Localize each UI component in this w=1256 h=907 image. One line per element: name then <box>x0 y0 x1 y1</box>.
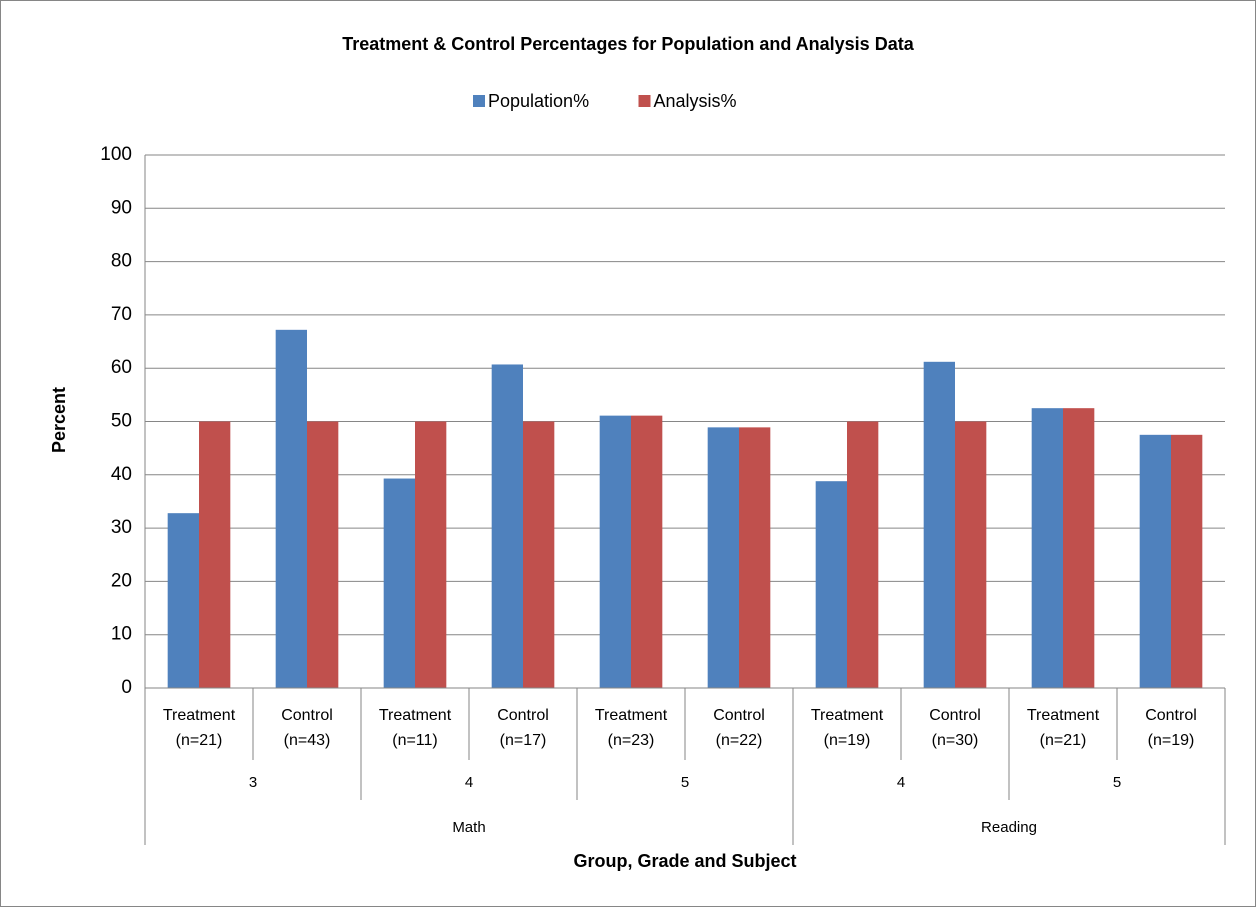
x-tick-label: (n=21) <box>176 732 223 749</box>
bar <box>599 415 631 688</box>
x-tick-label: Control <box>281 707 333 724</box>
bar <box>275 329 307 688</box>
subject-label: Math <box>452 819 485 836</box>
grade-label: 4 <box>897 774 905 791</box>
y-tick-label: 10 <box>111 624 132 645</box>
x-tick-label: (n=30) <box>932 732 979 749</box>
x-tick-label: Treatment <box>1027 707 1100 724</box>
y-tick-label: 30 <box>111 517 132 538</box>
x-tick-label: Control <box>497 707 549 724</box>
bar <box>739 427 771 688</box>
x-tick-label: Control <box>1145 707 1197 724</box>
grade-label: 3 <box>249 774 257 791</box>
x-tick-label: (n=11) <box>392 732 438 749</box>
grade-label: 4 <box>465 774 473 791</box>
bar <box>1171 434 1203 688</box>
bar <box>523 421 555 688</box>
subject-label: Reading <box>981 819 1037 836</box>
x-tick-label: Control <box>929 707 981 724</box>
bar <box>167 513 199 688</box>
x-tick-label: (n=17) <box>500 732 547 749</box>
y-tick-label: 40 <box>111 464 132 485</box>
bar <box>1139 434 1171 688</box>
x-tick-label: Control <box>713 707 765 724</box>
bar <box>1063 408 1095 688</box>
y-axis-title: Percent <box>49 387 69 453</box>
bar <box>491 364 523 688</box>
legend-label: Population% <box>488 91 589 111</box>
chart-title: Treatment & Control Percentages for Popu… <box>342 34 914 54</box>
y-tick-label: 0 <box>121 677 132 698</box>
y-tick-label: 50 <box>111 411 132 432</box>
bar <box>415 421 447 688</box>
x-tick-label: Treatment <box>379 707 452 724</box>
y-tick-label: 80 <box>111 251 132 272</box>
x-tick-label: Treatment <box>163 707 236 724</box>
x-tick-label: (n=43) <box>284 732 331 749</box>
x-tick-label: (n=19) <box>824 732 871 749</box>
grade-label: 5 <box>681 774 689 791</box>
bar <box>383 478 415 688</box>
x-axis-title: Group, Grade and Subject <box>573 851 796 871</box>
bar <box>707 427 739 688</box>
bar <box>631 415 663 688</box>
bar <box>307 421 339 688</box>
y-tick-label: 100 <box>100 144 132 165</box>
bar <box>815 481 847 688</box>
bar <box>1031 408 1063 688</box>
x-tick-label: (n=23) <box>608 732 655 749</box>
x-tick-label: (n=19) <box>1148 732 1195 749</box>
x-tick-label: Treatment <box>811 707 884 724</box>
bar <box>955 421 987 688</box>
legend-swatch <box>638 95 651 107</box>
bar <box>199 421 231 688</box>
y-tick-label: 70 <box>111 304 132 325</box>
x-tick-label: (n=22) <box>716 732 763 749</box>
grade-label: 5 <box>1113 774 1121 791</box>
legend-swatch <box>473 95 485 107</box>
legend-label: Analysis% <box>654 91 737 111</box>
y-tick-label: 20 <box>111 570 132 591</box>
bar <box>923 361 955 688</box>
y-tick-label: 90 <box>111 197 132 218</box>
y-tick-label: 60 <box>111 357 132 378</box>
bar <box>847 421 879 688</box>
x-tick-label: (n=21) <box>1040 732 1087 749</box>
x-tick-label: Treatment <box>595 707 668 724</box>
